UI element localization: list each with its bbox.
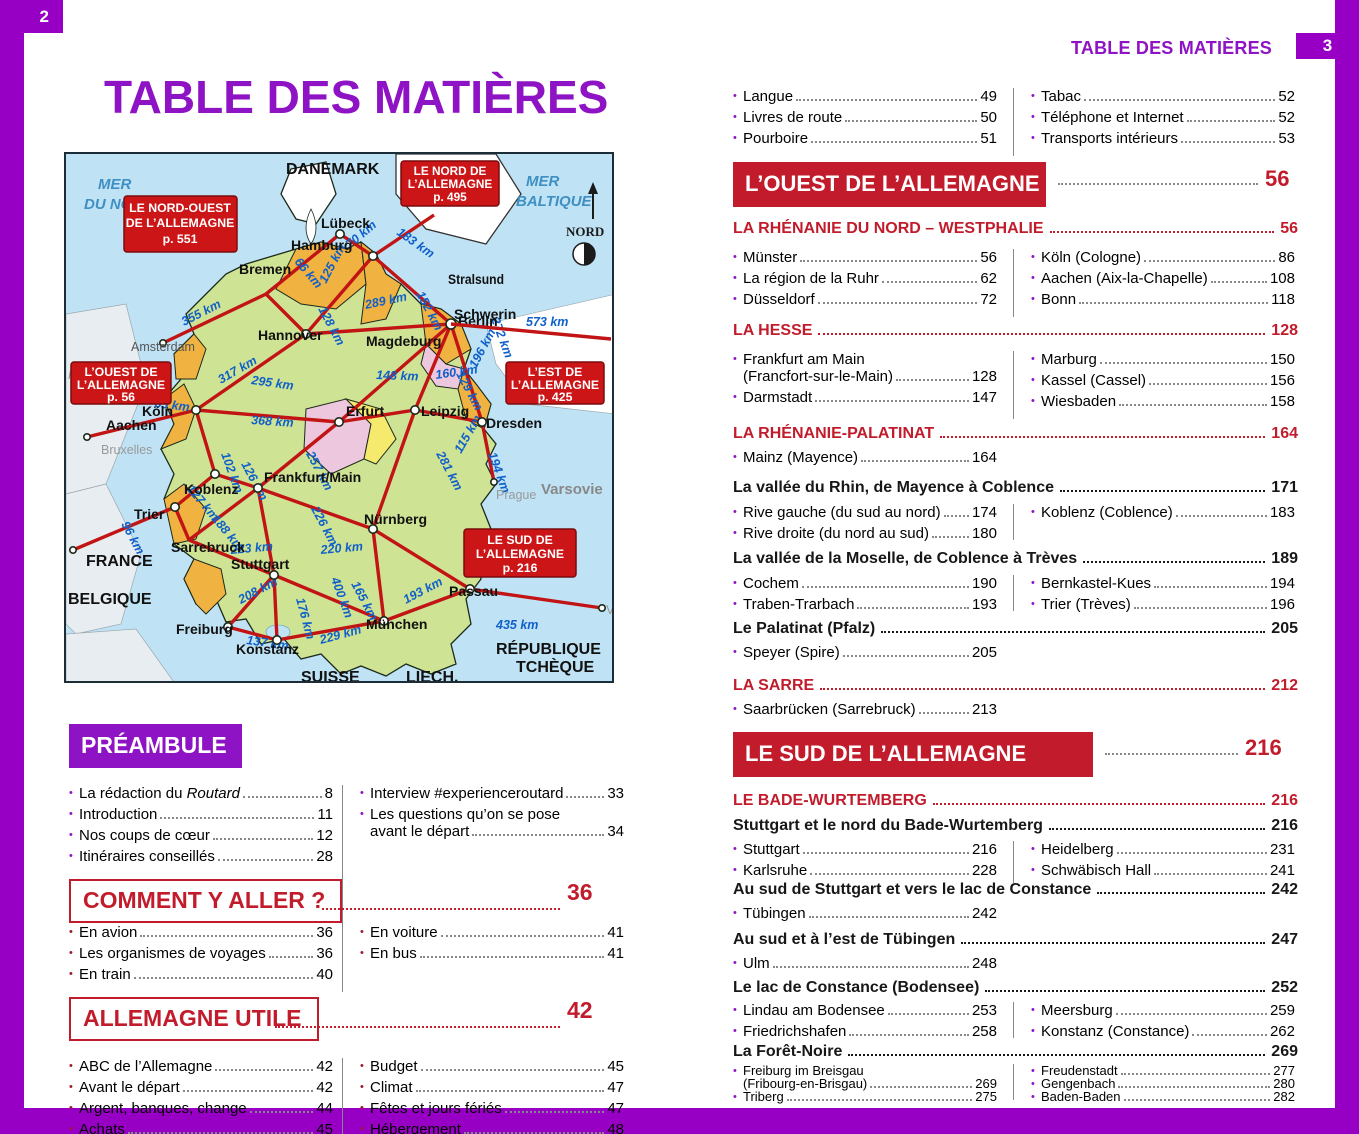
- svg-text:Koblenz: Koblenz: [184, 481, 238, 497]
- svg-text:Stuttgart: Stuttgart: [231, 556, 290, 572]
- svg-text:Freiburg: Freiburg: [176, 621, 233, 637]
- svg-text:573 km: 573 km: [526, 315, 568, 329]
- svg-text:p. 551: p. 551: [163, 232, 198, 246]
- svg-text:RÉPUBLIQUE: RÉPUBLIQUE: [496, 639, 601, 658]
- svg-text:L’OUEST DE: L’OUEST DE: [84, 365, 157, 379]
- svg-text:SUISSE: SUISSE: [301, 669, 360, 683]
- svg-text:MER: MER: [98, 176, 132, 193]
- svg-text:Amsterdam: Amsterdam: [131, 340, 195, 354]
- svg-text:Bruxelles: Bruxelles: [101, 443, 152, 457]
- svg-text:p. 495: p. 495: [433, 190, 467, 204]
- svg-text:368 km: 368 km: [251, 413, 294, 430]
- svg-text:Hamburg: Hamburg: [291, 237, 352, 253]
- svg-text:Frankfurt/Main: Frankfurt/Main: [264, 469, 361, 485]
- svg-text:L’EST DE: L’EST DE: [528, 365, 583, 379]
- svg-text:LUX.: LUX.: [106, 681, 142, 683]
- svg-text:FRANCE: FRANCE: [86, 553, 153, 570]
- svg-text:MER: MER: [526, 173, 560, 190]
- svg-text:NORD: NORD: [566, 224, 604, 239]
- svg-text:Bremen: Bremen: [239, 261, 291, 277]
- svg-text:Konstanz: Konstanz: [236, 641, 299, 657]
- svg-text:Nürnberg: Nürnberg: [364, 511, 427, 527]
- svg-text:Stralsund: Stralsund: [448, 271, 504, 287]
- svg-text:Passau: Passau: [449, 583, 498, 599]
- svg-text:Aachen: Aachen: [106, 417, 157, 433]
- svg-text:Lübeck: Lübeck: [321, 215, 370, 231]
- svg-text:Erfurt: Erfurt: [346, 403, 384, 419]
- svg-text:München: München: [366, 616, 427, 632]
- svg-text:148 km: 148 km: [376, 368, 419, 383]
- svg-text:Leipzig: Leipzig: [421, 403, 469, 419]
- svg-text:Prague: Prague: [496, 488, 536, 502]
- svg-text:LE NORD DE: LE NORD DE: [414, 164, 487, 178]
- svg-text:Hannover: Hannover: [258, 327, 323, 343]
- svg-text:DANEMARK: DANEMARK: [286, 161, 380, 178]
- svg-text:p. 56: p. 56: [107, 390, 135, 404]
- svg-text:LE NORD-OUEST: LE NORD-OUEST: [129, 201, 231, 215]
- svg-text:Varsovie: Varsovie: [541, 481, 603, 498]
- svg-text:BALTIQUE: BALTIQUE: [516, 193, 593, 210]
- svg-text:Magdeburg: Magdeburg: [366, 333, 441, 349]
- svg-text:Trier: Trier: [134, 506, 165, 522]
- svg-text:TCHÈQUE: TCHÈQUE: [516, 657, 595, 676]
- svg-text:435 km: 435 km: [495, 618, 538, 632]
- svg-text:BELGIQUE: BELGIQUE: [68, 591, 152, 608]
- svg-text:L’ALLEMAGNE: L’ALLEMAGNE: [476, 547, 564, 561]
- svg-text:Sarrebruck: Sarrebruck: [171, 539, 245, 555]
- svg-text:LIECH.: LIECH.: [406, 669, 458, 683]
- svg-text:L’ALLEMAGNE: L’ALLEMAGNE: [408, 177, 493, 191]
- svg-text:LE SUD DE: LE SUD DE: [487, 533, 553, 547]
- svg-text:Vienne: Vienne: [606, 603, 614, 617]
- svg-text:p. 216: p. 216: [503, 561, 538, 575]
- svg-text:p. 425: p. 425: [538, 390, 573, 404]
- svg-text:DE L’ALLEMAGNE: DE L’ALLEMAGNE: [126, 216, 235, 230]
- svg-text:Dresden: Dresden: [486, 415, 542, 431]
